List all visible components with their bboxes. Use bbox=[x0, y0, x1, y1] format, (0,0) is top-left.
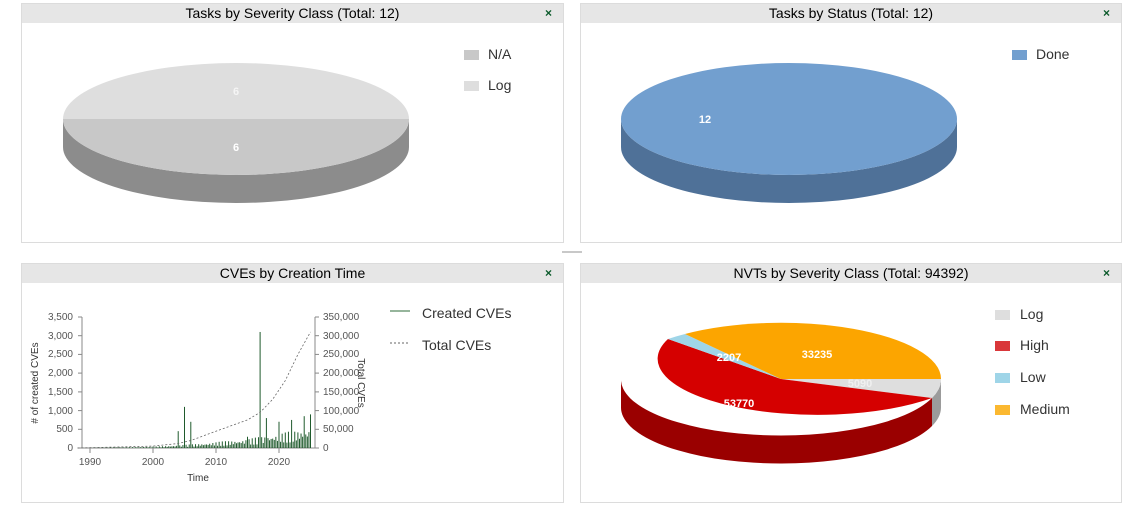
close-icon[interactable]: × bbox=[544, 6, 552, 20]
pie-label-log: 5090 bbox=[848, 378, 872, 390]
close-icon[interactable]: × bbox=[1102, 6, 1110, 20]
close-icon[interactable]: × bbox=[544, 266, 552, 280]
panel-header: Tasks by Severity Class (Total: 12) × bbox=[22, 4, 563, 23]
pie-side-high[interactable] bbox=[620, 379, 932, 464]
legend-medium[interactable]: Medium bbox=[1020, 401, 1070, 417]
nvts-panel: NVTs by Severity Class (Total: 94392) × … bbox=[580, 263, 1122, 503]
close-icon[interactable]: × bbox=[1102, 266, 1110, 280]
y-right-tick: 200,000 bbox=[323, 368, 360, 379]
legend-done[interactable]: Done bbox=[1036, 46, 1070, 62]
y-left-tick: 3,500 bbox=[48, 312, 73, 323]
x-tick: 2000 bbox=[142, 457, 165, 468]
y-right-tick: 100,000 bbox=[323, 406, 360, 417]
x-axis: 1990 2000 2010 2020 bbox=[79, 447, 315, 468]
pie-label-low: 2207 bbox=[717, 352, 741, 364]
legend-log[interactable]: Log bbox=[488, 77, 512, 93]
pie-slice-log[interactable] bbox=[781, 379, 942, 398]
pie-side-na[interactable] bbox=[63, 119, 409, 203]
y-left-tick: 1,000 bbox=[48, 406, 73, 417]
panel-header: CVEs by Creation Time × bbox=[22, 264, 563, 283]
panel-title: Tasks by Status (Total: 12) bbox=[768, 5, 934, 21]
tasks-severity-panel: Tasks by Severity Class (Total: 12) × 6 … bbox=[21, 3, 564, 243]
tasks-status-panel: Tasks by Status (Total: 12) × 12 Done bbox=[580, 3, 1122, 243]
x-tick: 2020 bbox=[268, 457, 291, 468]
y-left-axis: 3,500 3,000 2,500 2,000 1,500 1,000 500 … bbox=[48, 312, 83, 454]
panel-header: NVTs by Severity Class (Total: 94392) × bbox=[581, 264, 1121, 283]
y-left-tick: 2,000 bbox=[48, 368, 73, 379]
panel-divider bbox=[562, 251, 582, 253]
y-right-axis: 350,000 300,000 250,000 200,000 150,000 … bbox=[314, 312, 360, 454]
x-axis-label: Time bbox=[187, 473, 209, 484]
cves-legend-glyphs bbox=[390, 310, 410, 344]
y-left-tick: 0 bbox=[67, 443, 73, 454]
x-tick: 2010 bbox=[205, 457, 228, 468]
panel-header: Tasks by Status (Total: 12) × bbox=[581, 4, 1121, 23]
panel-title: CVEs by Creation Time bbox=[219, 265, 366, 281]
y-right-tick: 0 bbox=[323, 443, 329, 454]
legend-na[interactable]: N/A bbox=[488, 46, 512, 62]
x-tick: 1990 bbox=[79, 457, 102, 468]
legend-high[interactable]: High bbox=[1020, 337, 1049, 353]
legend-swatch-medium bbox=[995, 405, 1010, 415]
pie-slice-high[interactable] bbox=[657, 339, 932, 415]
pie-label-high: 53770 bbox=[724, 398, 755, 410]
cves-line-chart[interactable]: 3,500 3,000 2,500 2,000 1,500 1,000 500 … bbox=[22, 283, 382, 503]
y-right-label: Total CVEs bbox=[355, 358, 366, 407]
y-right-tick: 250,000 bbox=[323, 349, 360, 360]
legend-swatch-done bbox=[1012, 50, 1027, 60]
y-right-tick: 350,000 bbox=[323, 312, 360, 323]
legend-swatch-log bbox=[995, 310, 1010, 320]
pie-label-done: 12 bbox=[699, 114, 711, 126]
legend-created-cves[interactable]: Created CVEs bbox=[422, 305, 512, 321]
legend-log[interactable]: Log bbox=[1020, 306, 1044, 322]
y-left-tick: 1,500 bbox=[48, 387, 73, 398]
pie-label-na: 6 bbox=[233, 142, 239, 154]
pie-slice-na[interactable] bbox=[63, 119, 409, 175]
severity-pie-chart[interactable]: 6 6 bbox=[22, 23, 422, 243]
created-cves-series[interactable] bbox=[81, 331, 311, 448]
legend-low[interactable]: Low bbox=[1020, 369, 1046, 385]
y-left-label: # of created CVEs bbox=[30, 342, 41, 423]
legend-swatch-na bbox=[464, 50, 479, 60]
y-left-tick: 3,000 bbox=[48, 331, 73, 342]
legend-total-cves[interactable]: Total CVEs bbox=[422, 337, 492, 353]
y-right-tick: 150,000 bbox=[323, 387, 360, 398]
legend-swatch-log bbox=[464, 81, 479, 91]
pie-label-log: 6 bbox=[233, 86, 239, 98]
y-right-tick: 50,000 bbox=[323, 424, 354, 435]
status-pie-chart[interactable]: 12 bbox=[581, 23, 981, 243]
pie-side-done[interactable] bbox=[621, 119, 957, 203]
pie-slice-medium[interactable] bbox=[685, 322, 942, 379]
pie-label-medium: 33235 bbox=[802, 349, 833, 361]
total-cves-series[interactable] bbox=[77, 331, 311, 449]
y-left-tick: 500 bbox=[56, 424, 73, 435]
y-left-tick: 2,500 bbox=[48, 349, 73, 360]
y-right-tick: 300,000 bbox=[323, 331, 360, 342]
legend-swatch-high bbox=[995, 341, 1010, 351]
pie-slice-low[interactable] bbox=[668, 334, 781, 379]
pie-slice-done[interactable] bbox=[621, 63, 957, 175]
panel-title: Tasks by Severity Class (Total: 12) bbox=[185, 5, 400, 21]
pie-side-log[interactable] bbox=[932, 379, 942, 426]
panel-title: NVTs by Severity Class (Total: 94392) bbox=[733, 265, 969, 281]
legend-swatch-low bbox=[995, 373, 1010, 383]
nvts-pie-chart[interactable]: 5090 53770 2207 33235 bbox=[581, 283, 981, 503]
cves-panel: CVEs by Creation Time × 3,500 3,000 2,50… bbox=[21, 263, 564, 503]
pie-slice-log[interactable] bbox=[63, 63, 409, 119]
